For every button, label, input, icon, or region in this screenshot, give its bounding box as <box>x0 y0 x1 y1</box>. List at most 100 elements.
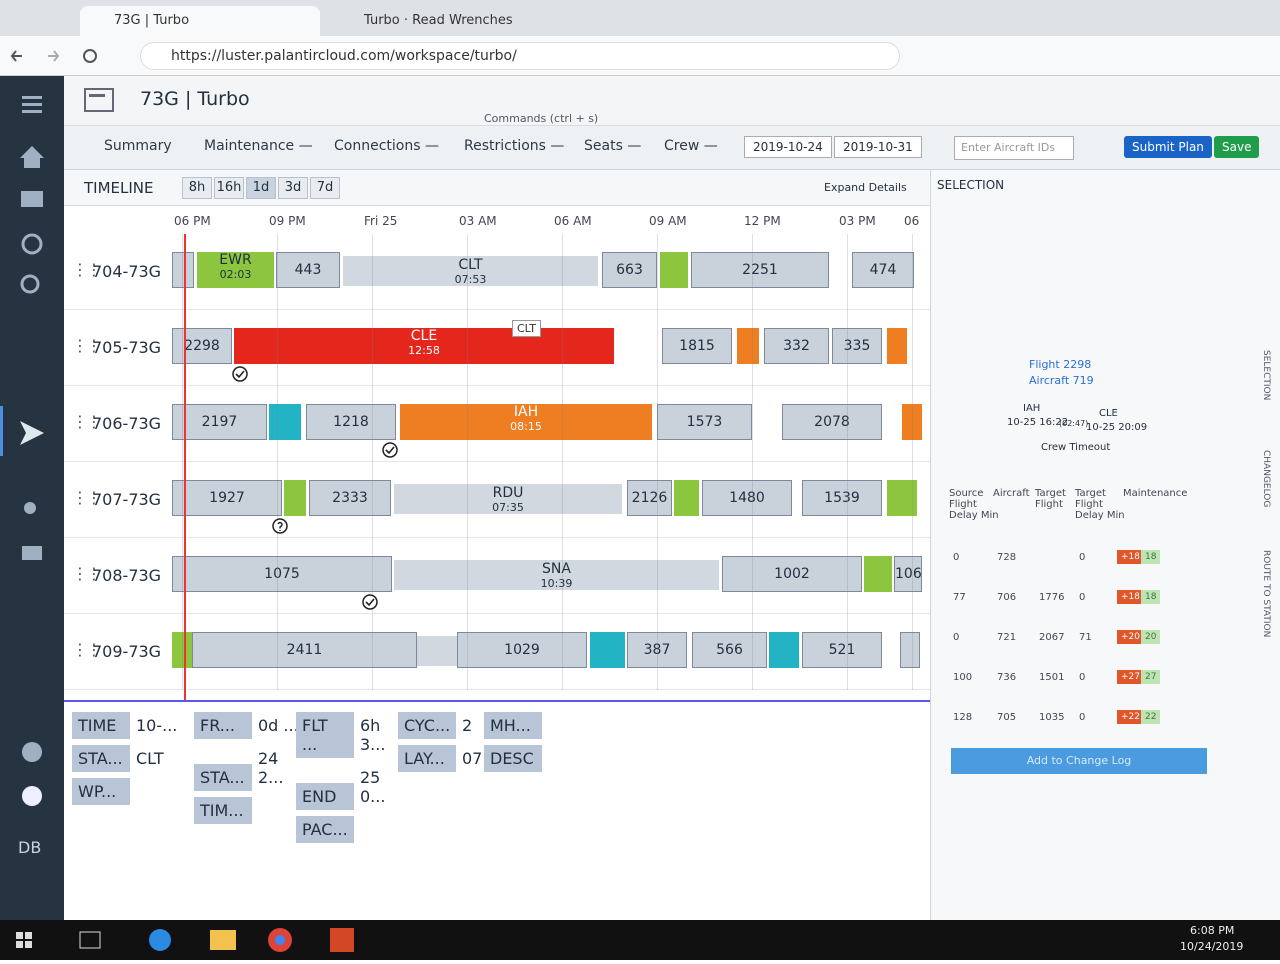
maintenance-badge: 18 <box>1141 590 1161 604</box>
flight-block[interactable] <box>902 404 922 440</box>
flight-block[interactable]: CLT 07:53 <box>343 256 598 286</box>
flight-block[interactable]: 474 <box>852 252 914 288</box>
flight-block[interactable] <box>887 480 917 516</box>
timeline-toolbar: TIMELINE 8h 16h 1d 3d 7d Expand Details <box>64 170 930 206</box>
flight-block[interactable] <box>887 328 907 364</box>
flight-block[interactable]: 2333 <box>309 480 391 516</box>
time-axis: 06 PM 09 PM Fri 25 03 AM 06 AM 09 AM 12 PM 03 P… <box>172 206 922 234</box>
nav-tab[interactable]: Summary <box>104 138 172 154</box>
aircraft-input[interactable]: Enter Aircraft IDs <box>954 136 1074 160</box>
date-start[interactable]: 2019-10-24 <box>744 136 832 158</box>
flight-block[interactable]: 1927 <box>172 480 282 516</box>
flight-block[interactable] <box>284 480 306 516</box>
user-initials[interactable]: DB <box>18 838 42 857</box>
detail-column: FLT ...6h 3... END25 0... PAC... <box>296 712 412 849</box>
submit-plan-button[interactable]: Submit Plan <box>1124 136 1212 158</box>
table-header: Aircraft <box>993 488 1030 499</box>
maintenance-badge: 20 <box>1141 630 1161 644</box>
flight-label: 443 <box>294 262 322 278</box>
flight-block[interactable]: 2251 <box>691 252 829 288</box>
axis-label: 09 PM <box>269 214 306 228</box>
flight-block[interactable] <box>269 404 301 440</box>
flight-block[interactable]: 2411 <box>192 632 417 668</box>
flight-link[interactable]: Flight 2298 <box>1029 358 1092 371</box>
address[interactable]: https://luster.palantircloud.com/workspa… <box>140 42 900 70</box>
nav-tab[interactable]: Seats — <box>584 138 642 154</box>
flight-block[interactable] <box>417 636 457 666</box>
timeline-row: ⋮⋮ 709-73G 2411 1029 387 566 521 <box>64 614 930 690</box>
flight-block[interactable] <box>590 632 625 668</box>
flight-block[interactable] <box>737 328 759 364</box>
date-end[interactable]: 2019-10-31 <box>834 136 922 158</box>
zoom-button[interactable]: 8h <box>182 177 212 199</box>
detail-column: MH... DESC <box>484 712 542 778</box>
nav-tab[interactable]: Restrictions — <box>464 138 565 154</box>
expand-details[interactable]: Expand Details <box>824 181 907 194</box>
zoom-button[interactable]: 7d <box>310 177 340 199</box>
flight-block[interactable] <box>172 632 192 668</box>
flight-block[interactable]: 1002 <box>722 556 862 592</box>
flight-block[interactable]: 1029 <box>457 632 587 668</box>
flight-block[interactable]: 332 <box>764 328 829 364</box>
side-tab[interactable]: ROUTE TO STATION <box>1261 550 1271 638</box>
flight-block[interactable]: IAH 08:15 <box>400 404 652 440</box>
flight-block[interactable] <box>864 556 892 592</box>
flight-block[interactable]: 443 <box>276 252 340 288</box>
axis-label: 06 <box>904 214 920 228</box>
flight-block[interactable]: 1480 <box>702 480 792 516</box>
nav-tab[interactable]: Crew — <box>664 138 718 154</box>
maintenance-badge: 18 <box>1141 550 1161 564</box>
zoom-button[interactable]: 16h <box>214 177 244 199</box>
flight-block[interactable] <box>900 632 920 668</box>
flight-block[interactable]: 1573 <box>657 404 752 440</box>
flight-block[interactable]: RDU 07:35 <box>394 484 622 514</box>
table-cell: 728 <box>997 552 1017 563</box>
flight-block[interactable]: 566 <box>692 632 767 668</box>
tab[interactable]: 73G | Turbo <box>80 6 320 36</box>
flight-block[interactable]: 521 <box>802 632 882 668</box>
nav-tab[interactable]: Maintenance — <box>204 138 313 154</box>
maintenance-badge: +27 <box>1117 670 1144 684</box>
flight-label: IAH <box>513 404 539 420</box>
flight-block[interactable] <box>660 252 688 288</box>
zoom-button[interactable]: 1d <box>246 177 276 199</box>
flight-block[interactable] <box>769 632 799 668</box>
zoom-button[interactable]: 3d <box>278 177 308 199</box>
flight-block[interactable]: 1218 <box>306 404 396 440</box>
flight-block[interactable]: 335 <box>832 328 882 364</box>
aircraft-id: 708-73G <box>92 566 162 585</box>
flight-block[interactable] <box>172 252 194 288</box>
flight-duration: 07:35 <box>492 501 524 514</box>
timeline-row: ⋮⋮ 704-73G EWR 02:03 443 CLT 07:53 663 2251 474 <box>64 234 930 310</box>
side-tab[interactable]: SELECTION <box>1261 350 1271 401</box>
nav-buttons[interactable] <box>10 46 120 66</box>
flight-block[interactable]: 1065 <box>894 556 922 592</box>
add-change-log[interactable]: Add to Change Log <box>951 748 1207 774</box>
flight-block[interactable]: SNA 10:39 <box>394 560 719 590</box>
flight-label: 335 <box>843 338 871 354</box>
flight-block[interactable]: 387 <box>627 632 687 668</box>
save-button[interactable]: Save <box>1214 136 1260 158</box>
side-tab[interactable]: CHANGELOG <box>1261 450 1271 508</box>
flight-block[interactable]: CLE 12:58 <box>234 328 614 364</box>
flight-block[interactable]: 663 <box>602 252 657 288</box>
flight-block[interactable]: EWR 02:03 <box>197 252 274 288</box>
detail-value: 25 0... <box>360 768 386 806</box>
aircraft-link[interactable]: Aircraft 719 <box>1029 374 1094 387</box>
flight-block[interactable]: 2126 <box>627 480 672 516</box>
flight-block[interactable]: 1815 <box>662 328 732 364</box>
tab[interactable]: Turbo · Read Wrenches <box>364 13 513 28</box>
timeline-row: ⋮⋮ 706-73G 2197 1218 IAH 08:15 1573 2078 <box>64 386 930 462</box>
flight-block[interactable]: 1539 <box>802 480 882 516</box>
flight-block[interactable]: 1075 <box>172 556 392 592</box>
table-header: Maintenance <box>1123 488 1188 499</box>
nav-tab[interactable]: Connections — <box>334 138 439 154</box>
axis-label: 06 PM <box>174 214 211 228</box>
flight-block[interactable]: 2197 <box>172 404 267 440</box>
sidebar: DB <box>0 76 64 920</box>
flight-label: 474 <box>869 262 897 278</box>
flight-block[interactable]: 2078 <box>782 404 882 440</box>
flight-block[interactable]: 2298 <box>172 328 232 364</box>
flight-block[interactable] <box>674 480 699 516</box>
